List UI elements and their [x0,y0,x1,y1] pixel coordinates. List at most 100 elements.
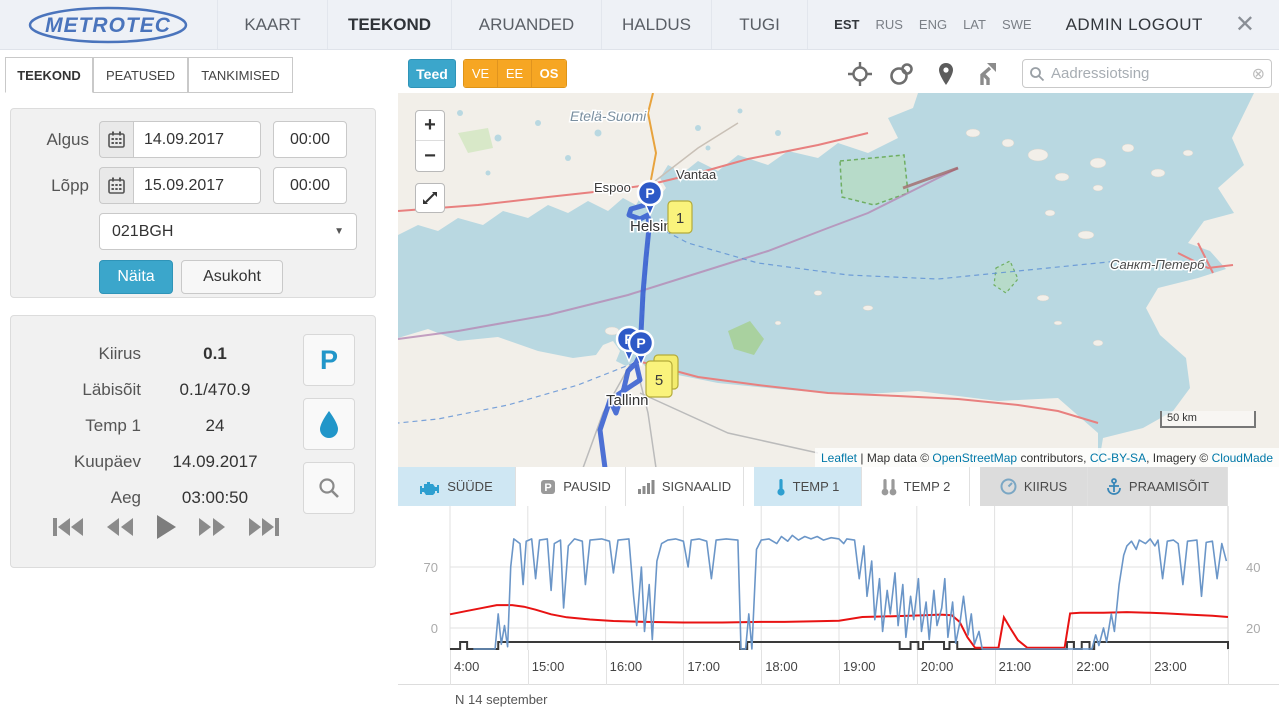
telemetry-row-kiirus: Kiirus 0.1 [29,336,357,372]
parking-toggle-button[interactable]: P [303,334,355,386]
nav-item-teekond[interactable]: TEEKOND [328,0,452,49]
x-tick [605,650,607,685]
skip-end-button[interactable] [247,515,281,544]
x-tick [1228,650,1229,685]
count-badge-tallinn[interactable]: 5 [645,354,679,398]
start-date-input[interactable] [133,121,261,158]
nav-item-kaart[interactable]: KAART [218,0,328,49]
fuel-drop-button[interactable] [303,398,355,450]
view-tab-peatused[interactable]: PEATUSED [93,57,188,93]
locate-icon[interactable] [847,61,873,87]
route-fork-icon[interactable] [975,61,1001,87]
language-eng[interactable]: ENG [918,17,948,32]
nature-area [458,128,493,153]
rewind-button[interactable] [105,515,135,544]
start-time-input[interactable] [273,121,347,158]
language-rus[interactable]: RUS [875,17,903,32]
nature-area [993,260,1019,294]
layer-button-os[interactable]: OS [532,60,566,87]
count-badge-helsinki[interactable]: 1 [667,200,693,234]
chart-tab-pausid[interactable]: P PAUSID [526,467,626,506]
expand-map-button[interactable] [415,183,445,213]
chart-tab-label: TEMP 1 [792,479,840,494]
clear-search-icon[interactable]: ⊗ [1251,65,1265,83]
parking-pin-tallinn[interactable]: P [627,329,655,367]
chart-tab-praamisõit[interactable]: PRAAMISÕIT [1088,467,1228,506]
speedometer-icon [1000,478,1017,495]
track-link-icon[interactable] [889,61,915,87]
chart-tab-label: SIGNAALID [661,479,732,494]
zoom-in-button[interactable]: + [416,111,444,141]
chart-tab-signaalid[interactable]: SIGNAALID [626,467,744,506]
magnifier-button[interactable] [303,462,355,514]
calendar-icon[interactable] [99,167,133,204]
nav-item-tugi[interactable]: TUGI [712,0,808,49]
svg-text:1: 1 [676,210,684,227]
left-panel: Algus Lõpp [0,93,398,713]
close-icon[interactable]: ✕ [1234,11,1255,38]
attr-sep: | [860,451,864,465]
map-labels: Etelä-Suomi Vantaa Espoo Helsinki Tallin… [569,107,1207,411]
map-canvas: Etelä-Suomi Vantaa Espoo Helsinki Tallin… [398,93,1279,468]
x-tick [1072,650,1074,685]
map-zoom-control: + − [415,110,445,172]
naita-button[interactable]: Näita [99,260,173,294]
region-label: Etelä-Suomi [570,108,647,124]
metrotec-logo-icon: METROTEC [28,6,188,43]
layer-button-ve[interactable]: VE [464,60,498,87]
playback-controls [51,514,281,545]
chart-tab-temp-2[interactable]: TEMP 2 [862,467,970,506]
nav-item-aruanded[interactable]: ARUANDED [452,0,602,49]
vehicle-select[interactable]: 021BGH ▼ [99,213,357,250]
engine-icon [420,481,440,495]
end-date-input[interactable] [133,167,261,204]
chart-tab-süüde[interactable]: SÜÜDE [398,467,516,506]
layer-button-ee[interactable]: EE [498,60,532,87]
svg-text:P: P [636,335,645,351]
language-lat[interactable]: LAT [963,17,986,32]
parking-p-icon: P [541,479,556,494]
brand-logo[interactable]: METROTEC [0,0,218,49]
chart-tab-kiirus[interactable]: KIIRUS [980,467,1088,506]
map-attribution: Leaflet | Map data © OpenStreetMap contr… [814,448,1279,468]
view-tab-tankimised[interactable]: TANKIMISED [188,57,293,93]
x-tick [527,650,529,685]
fast-forward-button[interactable] [197,515,227,544]
tab-gap [516,467,526,506]
cloudmade-link[interactable]: CloudMade [1211,451,1273,465]
parking-pin-helsinki[interactable]: P [636,179,664,217]
play-button[interactable] [155,514,177,545]
lopp-label: Lõpp [51,175,89,195]
logout-button[interactable]: ADMIN LOGOUT [1065,14,1203,34]
x-tick-label: 4:00 [454,659,480,674]
chart-tab-temp-1[interactable]: TEMP 1 [754,467,862,506]
nav-item-haldus[interactable]: HALDUS [602,0,712,49]
x-tick-label: 23:00 [1154,659,1187,674]
series-temp1 [449,604,1229,649]
skip-start-button[interactable] [51,515,85,544]
ccbysa-link[interactable]: CC-BY-SA [1089,451,1147,465]
language-swe[interactable]: SWE [1001,17,1032,32]
vehicle-route[interactable] [597,197,653,468]
calendar-icon[interactable] [99,121,133,158]
search-input[interactable] [1051,65,1252,82]
end-time-input[interactable] [273,167,347,204]
teed-button[interactable]: Teed [408,59,456,88]
osm-link[interactable]: OpenStreetMap [932,451,1018,465]
view-tab-teekond[interactable]: TEEKOND [5,57,93,93]
language-est[interactable]: EST [834,17,860,32]
x-tick [761,650,763,685]
expand-icon [423,192,437,204]
header-right: EST RUS ENG LAT SWE ADMIN LOGOUT ✕ [826,0,1279,49]
telemetry-value: 24 [205,416,225,435]
telemetry-value: 03:00:50 [181,488,249,507]
map-pin-icon[interactable] [933,61,959,87]
border-line [902,166,959,190]
asukoht-button[interactable]: Asukoht [181,260,283,294]
border-line [398,167,959,340]
zoom-out-button[interactable]: − [424,144,436,167]
leaflet-link[interactable]: Leaflet [820,451,858,465]
search-icon [1030,66,1045,81]
chevron-down-icon: ▼ [334,226,344,237]
leaflet-map[interactable]: Etelä-Suomi Vantaa Espoo Helsinki Tallin… [398,93,1279,468]
